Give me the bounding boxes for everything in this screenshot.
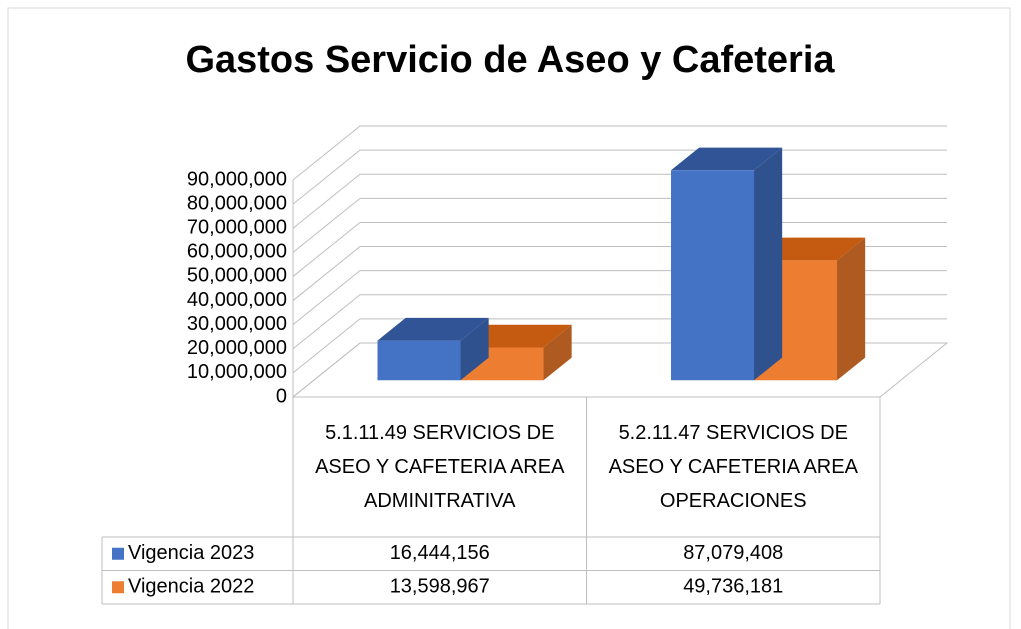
bar-top bbox=[377, 317, 489, 341]
table-value: 87,079,408 bbox=[683, 542, 783, 564]
y-tick-label: 0 bbox=[276, 385, 287, 407]
grid-line bbox=[292, 149, 947, 205]
y-tick-label: 90,000,000 bbox=[187, 168, 287, 190]
chart-border bbox=[7, 7, 1011, 629]
category-label: 5.2.11.47 SERVICIOS DE ASEO Y CAFETERIA … bbox=[608, 422, 858, 512]
bar-front bbox=[377, 340, 461, 381]
bar bbox=[671, 147, 783, 381]
y-tick-label: 10,000,000 bbox=[187, 361, 287, 383]
y-tick-label: 60,000,000 bbox=[187, 241, 287, 263]
bar-top bbox=[671, 147, 783, 171]
y-tick-label: 40,000,000 bbox=[187, 289, 287, 311]
y-tick-label: 30,000,000 bbox=[187, 313, 287, 335]
y-tick-label: 50,000,000 bbox=[187, 265, 287, 287]
y-tick-label: 20,000,000 bbox=[187, 337, 287, 359]
grid-line bbox=[292, 125, 947, 181]
legend-key bbox=[112, 547, 124, 560]
grid-line bbox=[292, 173, 947, 229]
bar-side bbox=[754, 147, 783, 381]
table-value: 16,444,156 bbox=[390, 542, 490, 564]
y-tick-label: 80,000,000 bbox=[187, 192, 287, 214]
bar-front bbox=[671, 170, 755, 381]
bar bbox=[377, 317, 489, 381]
table-value: 13,598,967 bbox=[390, 576, 490, 598]
y-tick-label: 70,000,000 bbox=[187, 217, 287, 239]
legend-label: Vigencia 2022 bbox=[128, 576, 254, 598]
chart-title: Gastos Servicio de Aseo y Cafeteria bbox=[185, 39, 835, 81]
category-label: 5.1.11.49 SERVICIOS DE ASEO Y CAFETERIA … bbox=[315, 422, 565, 512]
bar-side bbox=[543, 324, 572, 381]
legend-key bbox=[112, 581, 124, 594]
bar-side bbox=[460, 317, 489, 381]
table-value: 49,736,181 bbox=[683, 576, 783, 598]
bar-side bbox=[837, 237, 866, 381]
legend-label: Vigencia 2023 bbox=[128, 542, 254, 564]
